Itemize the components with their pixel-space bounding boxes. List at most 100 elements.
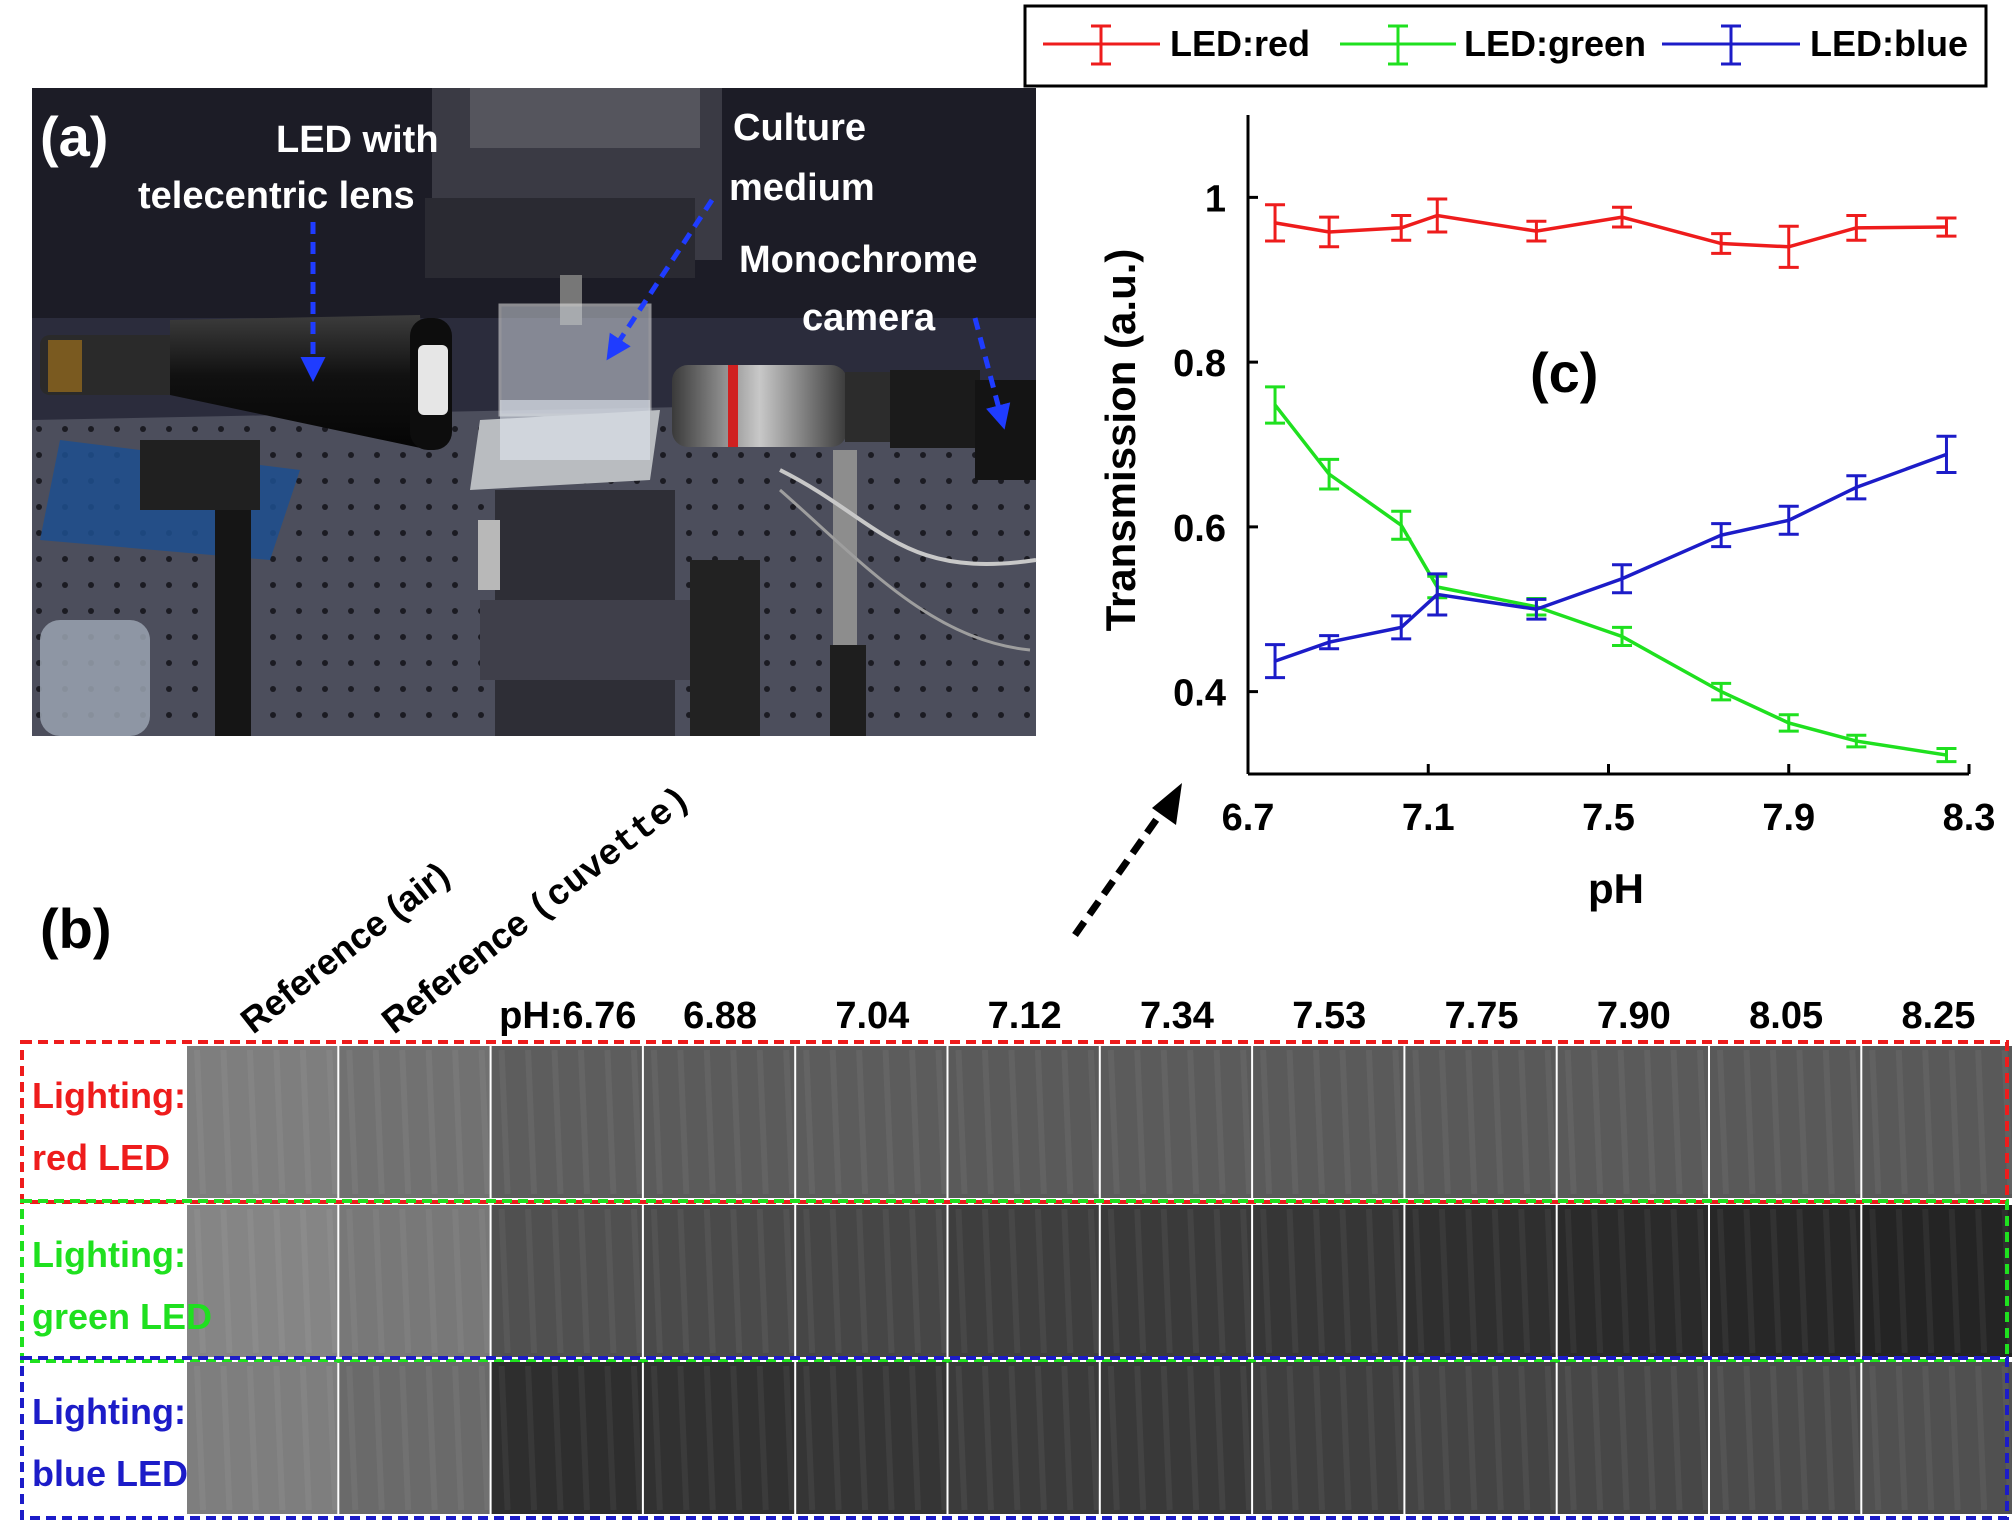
tile-texture [1438,1365,1451,1511]
tile-texture [525,1208,538,1354]
image-tile [1557,1046,1708,1198]
data-point [1944,225,1948,229]
tile-texture [730,1049,743,1195]
tile-texture [1769,1365,1782,1511]
image-tile [643,1046,795,1198]
image-tile [796,1046,947,1198]
link-arrow [1072,783,1182,938]
tile-texture [372,1208,385,1354]
tile-texture [1796,1049,1809,1195]
series-led-red [1265,197,1957,269]
tile-texture [273,1049,286,1195]
image-tile [796,1362,947,1514]
tile-texture [246,1208,259,1354]
tile-texture [650,1049,663,1195]
tile-texture [1591,1049,1604,1195]
ph-header: 6.88 [683,995,757,1037]
tile-texture [1213,1049,1226,1195]
legend-item-blue: LED:blue [1662,23,1968,66]
led-annotation-line2: telecentric lens [138,175,415,217]
tile-texture [1392,1208,1405,1354]
tile-texture [1975,1365,1988,1511]
data-point [1719,533,1723,537]
image-tile [491,1362,642,1514]
image-tile [339,1362,490,1514]
tile-texture [326,1208,339,1354]
tile-texture [425,1049,438,1195]
tile-texture [372,1049,385,1195]
error-bar [1526,219,1547,243]
tile-texture [1087,1365,1100,1511]
tile-texture [1948,1208,1961,1354]
tile-row [20,1040,2012,1204]
tile-texture [1438,1049,1451,1195]
tile-texture [452,1049,465,1195]
tile-texture [246,1365,259,1511]
tile-texture [829,1049,842,1195]
tile-texture [803,1208,816,1354]
tile-texture [1313,1365,1326,1511]
row-label-line2: blue LED [32,1453,188,1494]
error-bar [1846,733,1867,749]
panel-b-label: (b) [40,897,112,960]
row-label-line1: Lighting: [32,1075,186,1116]
tile-texture [1491,1049,1504,1195]
image-tile [1862,1046,2012,1198]
ph-header: 7.34 [1140,995,1214,1037]
tile-texture [452,1208,465,1354]
row-label-line1: Lighting: [32,1234,186,1275]
legend-label-blue: LED:blue [1810,23,1968,64]
image-tile [491,1046,642,1198]
image-tile [1710,1205,1861,1357]
tile-texture [955,1049,968,1195]
image-tile [643,1205,795,1357]
tile-texture [650,1208,663,1354]
tile-texture [372,1365,385,1511]
tile-texture [1895,1049,1908,1195]
tick-labels: 6.7 7.1 7.5 7.9 8.3 0.4 0.6 0.8 1 [1173,178,1995,839]
image-tile [491,1205,642,1357]
tile-texture [525,1049,538,1195]
row-label-line2: green LED [32,1296,212,1337]
tile-texture [1617,1365,1630,1511]
tick-marks [1246,195,1971,774]
led-annotation-line1: LED with [276,119,439,161]
row-label-line2: red LED [32,1137,170,1178]
culture-annotation-line1: Culture [733,107,866,149]
tile-texture [1670,1049,1683,1195]
setup-photo [32,88,1037,736]
tile-texture [803,1049,816,1195]
annotation-arrows [300,198,1011,430]
tile-texture [1412,1049,1425,1195]
tile-texture [1491,1208,1504,1354]
tile-texture [604,1049,617,1195]
tile-texture [1465,1208,1478,1354]
tile-texture [981,1208,994,1354]
error-bar [1391,509,1412,541]
error-bar [1778,504,1799,536]
tile-texture [1869,1208,1882,1354]
error-bar [1319,457,1340,491]
tile-texture [1491,1365,1504,1511]
tile-texture [1670,1208,1683,1354]
tile-texture [1948,1365,1961,1511]
data-point [1787,518,1791,522]
tile-texture [1240,1049,1253,1195]
tile-texture [604,1208,617,1354]
tile-texture [577,1208,590,1354]
tile-texture [1438,1208,1451,1354]
tile-texture [498,1365,511,1511]
tile-texture [935,1049,948,1195]
error-bar [1526,597,1547,621]
image-tile [339,1205,490,1357]
tile-texture [935,1208,948,1354]
tile-texture [1286,1208,1299,1354]
tile-texture [1544,1365,1557,1511]
tile-texture [1213,1208,1226,1354]
tile-texture [194,1365,206,1511]
tile-texture [1644,1049,1657,1195]
tile-texture [1717,1049,1729,1195]
tile-texture [1544,1208,1557,1354]
data-point [1327,640,1331,644]
data-point [1620,634,1624,638]
